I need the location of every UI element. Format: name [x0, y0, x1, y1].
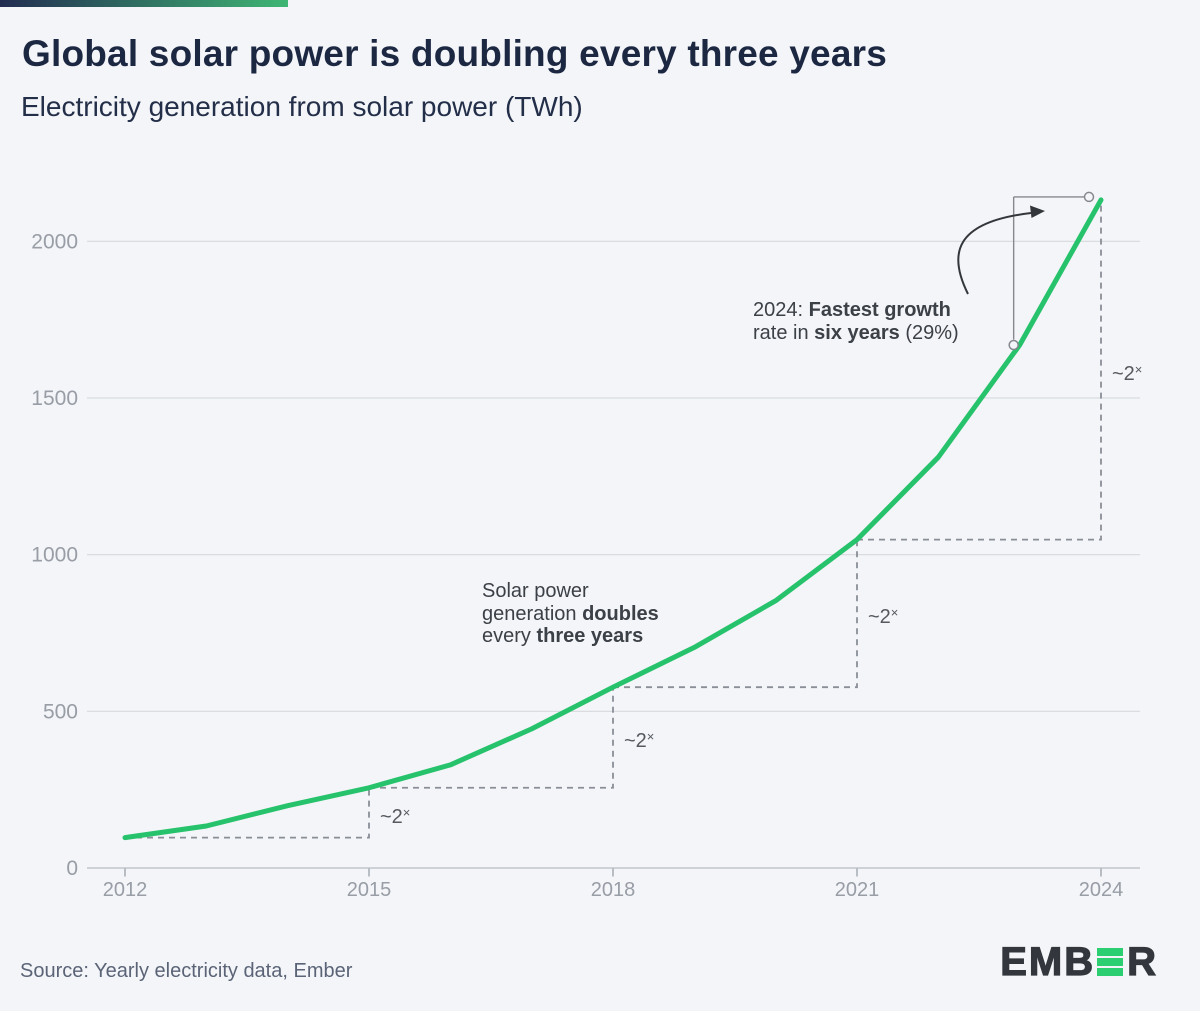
source-credit: Source: Yearly electricity data, Ember: [20, 960, 353, 982]
doubling-factor-label: ~2×: [1111, 361, 1143, 385]
doubling-factor-label: ~2×: [867, 605, 899, 629]
svg-text:2000: 2000: [31, 230, 78, 253]
doubling-factor-label: ~2×: [379, 804, 411, 828]
page-subtitle: Electricity generation from solar power …: [21, 91, 583, 122]
svg-text:1500: 1500: [31, 387, 78, 410]
ember-logo-bars-icon: [1097, 948, 1124, 976]
svg-text:2024: 2024: [1079, 879, 1124, 901]
svg-text:0: 0: [66, 857, 78, 880]
svg-text:2015: 2015: [347, 879, 392, 901]
annotation-arrow: [957, 205, 1045, 295]
growth-highlight-bracket: [1008, 191, 1095, 351]
ember-logo: EMB R: [1000, 940, 1158, 984]
doubling-factor-label: ~2×: [623, 729, 655, 753]
ember-logo-text-left: EMB: [1000, 940, 1096, 984]
growth-rate-annotation: 2024: Fastest growth rate in six years (2…: [753, 299, 959, 344]
brand-gradient-bar: [0, 0, 288, 7]
doubling-annotation: Solar power generation doubles every three…: [482, 580, 659, 647]
doubling-step-dashes: [125, 199, 1102, 839]
page-title: Global solar power is doubling every thr…: [22, 33, 887, 74]
svg-text:1000: 1000: [31, 544, 78, 567]
x-axis: 2012 2015 2018 2021 2024: [103, 868, 1123, 901]
svg-text:2018: 2018: [591, 879, 636, 901]
svg-text:2021: 2021: [835, 879, 880, 901]
ember-logo-text-right: R: [1127, 940, 1158, 984]
svg-text:2012: 2012: [103, 879, 148, 901]
y-axis-labels: 0 500 1000 1500 2000: [31, 230, 78, 880]
svg-text:500: 500: [43, 700, 78, 723]
solar-generation-line: [122, 197, 1104, 841]
